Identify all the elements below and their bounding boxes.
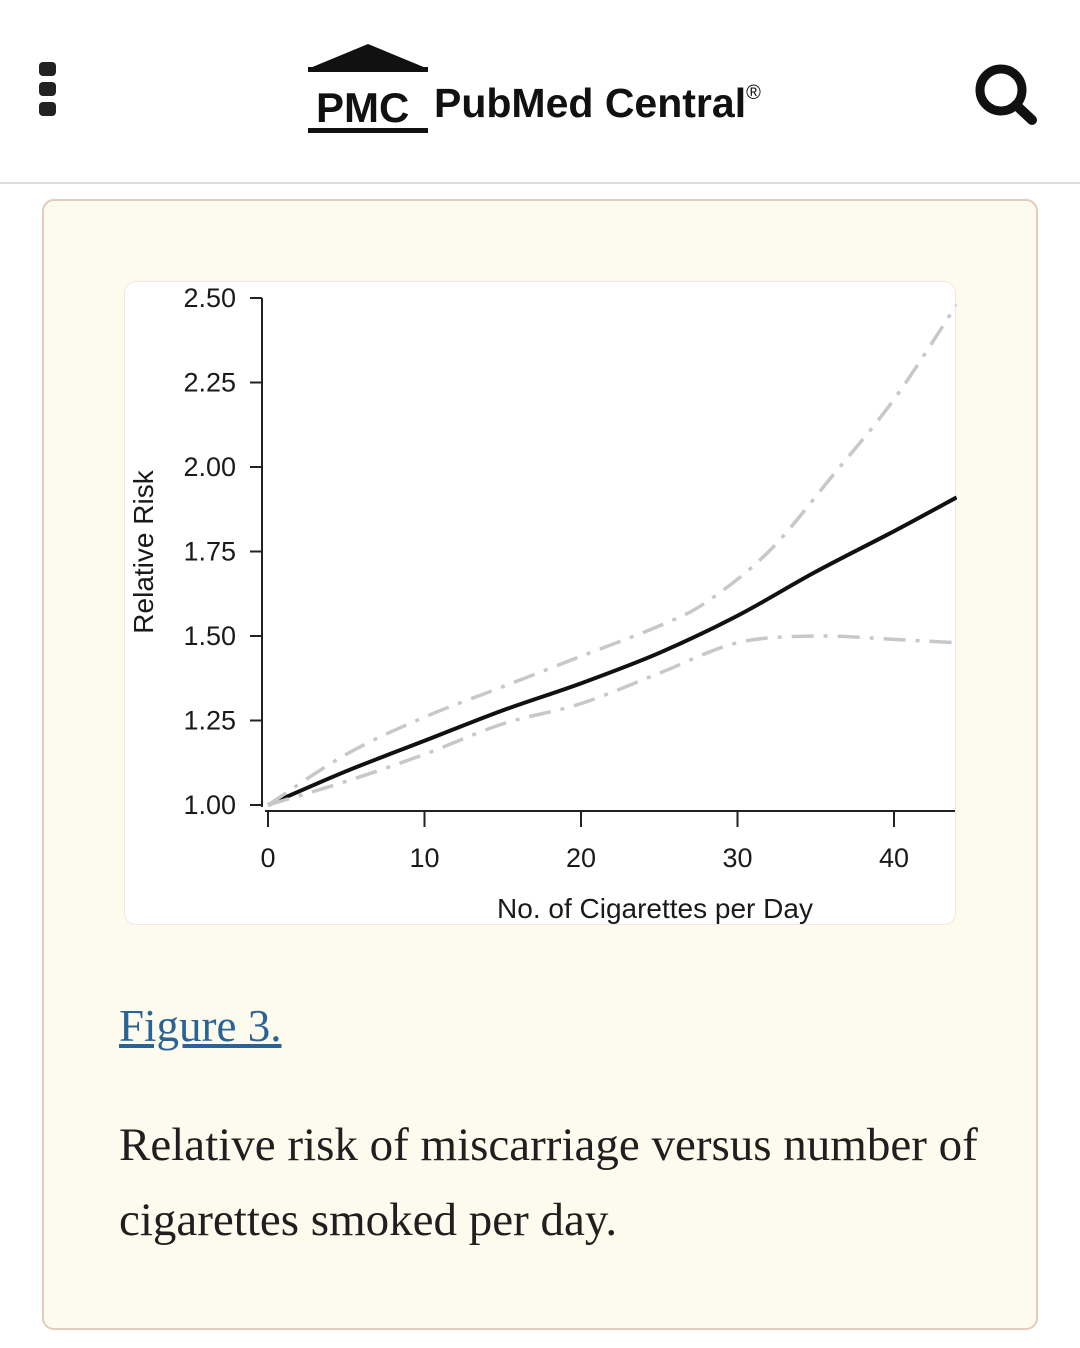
series-group (267, 303, 957, 807)
figure-link[interactable]: Figure 3. (119, 1001, 282, 1051)
relative-risk-chart: 1.00 1.25 1.50 1.75 2.00 2.25 2.50 0 10 20 30 40 N… (128, 283, 957, 924)
x-tick-label: 40 (879, 843, 909, 873)
figure-caption: Relative risk of miscarriage versus numb… (119, 1119, 978, 1246)
y-axis: 1.00 1.25 1.50 1.75 2.00 2.25 2.50 (183, 283, 263, 820)
y-axis-title: Relative Risk (128, 469, 159, 633)
figure-image[interactable]: 1.00 1.25 1.50 1.75 2.00 2.25 2.50 0 10 20 30 40 N… (124, 281, 957, 925)
y-tick-label: 2.50 (183, 283, 236, 313)
x-tick-label: 10 (409, 843, 439, 873)
logo-abbrev: PMC (316, 84, 410, 131)
y-tick-label: 2.25 (183, 368, 236, 398)
search-icon[interactable] (970, 60, 1042, 128)
y-tick-label: 1.75 (183, 537, 236, 567)
x-tick-label: 0 (260, 843, 275, 873)
logo-name: PubMed Central® (434, 80, 761, 126)
y-tick-label: 1.00 (183, 790, 236, 820)
pmc-building-icon (308, 44, 428, 133)
kebab-menu-icon[interactable] (36, 60, 60, 120)
lower-ci-line (267, 634, 957, 807)
registered-mark: ® (746, 82, 761, 104)
upper-ci-line (267, 303, 957, 807)
y-tick-label: 2.00 (183, 452, 236, 482)
estimate-line (267, 495, 957, 807)
y-tick-label: 1.25 (183, 706, 236, 736)
x-axis: 0 10 20 30 40 (260, 810, 955, 873)
x-axis-title: No. of Cigarettes per Day (497, 893, 813, 924)
x-tick-label: 30 (722, 843, 752, 873)
top-app-bar: PMC PubMed Central® (0, 0, 1080, 184)
y-tick-label: 1.50 (183, 621, 236, 651)
x-tick-label: 20 (566, 843, 596, 873)
pmc-logo[interactable]: PMC PubMed Central® (306, 40, 786, 140)
